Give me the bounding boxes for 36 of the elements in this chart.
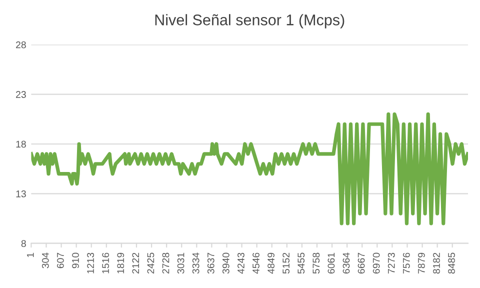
y-tick-label: 23 <box>16 91 26 98</box>
line-series <box>31 112 468 226</box>
x-tick-label: 2728 <box>162 252 170 274</box>
x-tick-label: 4243 <box>238 252 244 274</box>
x-tick-label: 4546 <box>252 252 260 274</box>
x-tick-label: 5758 <box>312 252 320 274</box>
x-tick-label: 2122 <box>132 252 140 274</box>
x-tick-label: 304 <box>42 252 49 268</box>
chart-title: Nivel Señal sensor 1 (Mcps) <box>155 14 344 28</box>
x-tick-label: 3334 <box>192 252 200 274</box>
x-tick-label: 2425 <box>147 252 154 274</box>
x-tick-label: 6364 <box>342 252 350 274</box>
x-tick-label: 1516 <box>102 252 110 274</box>
y-tick-label: 28 <box>16 41 26 48</box>
x-tick-label: 8182 <box>433 252 440 274</box>
x-tick-label: 7879 <box>418 252 425 274</box>
x-tick-label: 3031 <box>177 252 184 274</box>
x-tick-label: 7273 <box>388 252 395 274</box>
x-tick-label: 8485 <box>448 252 455 274</box>
x-tick-label: 1213 <box>87 252 94 274</box>
y-tick-label: 8 <box>21 240 26 247</box>
x-tick-label: 5455 <box>298 252 305 274</box>
y-tick-label: 18 <box>16 140 26 148</box>
x-tick-label: 4849 <box>268 252 274 274</box>
x-tick-label: 6667 <box>358 252 365 274</box>
x-tick-label: 3637 <box>207 252 214 274</box>
x-tick-label: 607 <box>57 252 64 268</box>
x-tick-label: 7576 <box>402 252 410 274</box>
x-tick-label: 1 <box>27 252 34 258</box>
x-tick-label: 910 <box>72 252 79 268</box>
x-tick-label: 6061 <box>328 252 335 274</box>
x-tick-label: 5152 <box>282 252 290 274</box>
x-tick-label: 1819 <box>117 252 124 274</box>
x-tick-label: 6970 <box>372 252 380 274</box>
y-tick-label: 13 <box>16 190 26 198</box>
x-tick-label: 3940 <box>222 252 230 274</box>
